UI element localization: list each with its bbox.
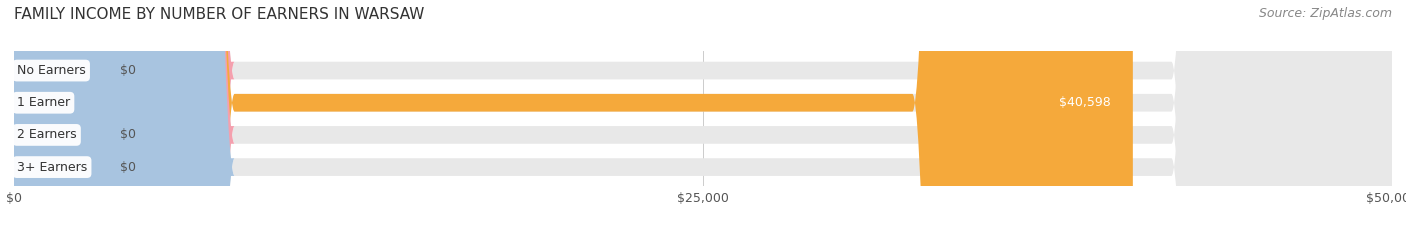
Text: 1 Earner: 1 Earner [17, 96, 70, 109]
FancyBboxPatch shape [0, 0, 235, 233]
Text: Source: ZipAtlas.com: Source: ZipAtlas.com [1258, 7, 1392, 20]
FancyBboxPatch shape [14, 0, 1392, 233]
FancyBboxPatch shape [0, 0, 235, 233]
FancyBboxPatch shape [14, 0, 1392, 233]
FancyBboxPatch shape [14, 0, 1133, 233]
Text: FAMILY INCOME BY NUMBER OF EARNERS IN WARSAW: FAMILY INCOME BY NUMBER OF EARNERS IN WA… [14, 7, 425, 22]
FancyBboxPatch shape [14, 0, 1392, 233]
FancyBboxPatch shape [0, 0, 235, 233]
FancyBboxPatch shape [14, 0, 1392, 233]
Text: 2 Earners: 2 Earners [17, 128, 76, 141]
Text: $0: $0 [120, 128, 136, 141]
Text: 3+ Earners: 3+ Earners [17, 161, 87, 174]
Text: $40,598: $40,598 [1059, 96, 1111, 109]
Text: $0: $0 [120, 161, 136, 174]
Text: No Earners: No Earners [17, 64, 86, 77]
Text: $0: $0 [120, 64, 136, 77]
